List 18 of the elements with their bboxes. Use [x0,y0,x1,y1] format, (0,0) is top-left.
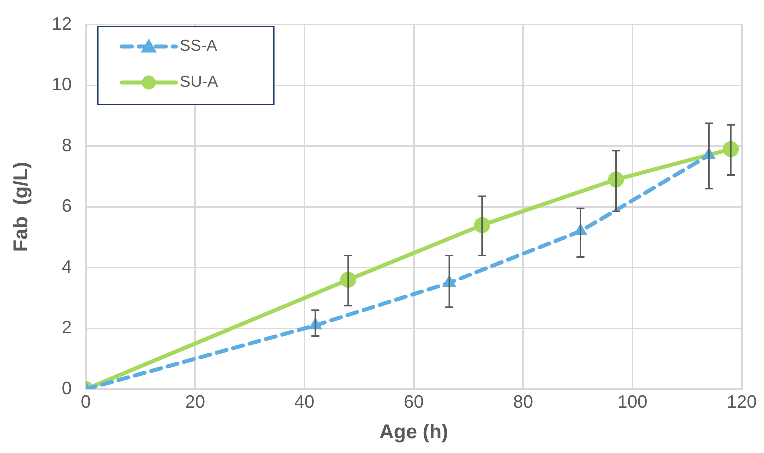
y-tick-label: 8 [62,135,72,156]
x-tick-label: 20 [185,392,206,412]
x-tick-label: 60 [404,392,424,412]
y-tick-label: 12 [52,14,72,34]
y-tick-label: 2 [62,318,72,338]
y-axis-title: Fab (g/L) [10,162,33,252]
x-axis-title: Age (h) [380,422,448,444]
y-tick-label: 4 [62,256,72,277]
x-tick-label: 80 [513,392,534,412]
legend-label: SS-A [180,38,218,56]
y-tick-label: 0 [62,378,72,398]
x-tick-label: 120 [726,392,758,412]
x-tick-label: 40 [294,392,315,412]
y-tick-label: 6 [62,196,72,216]
legend-label: SU-A [180,74,219,92]
y-tick-label: 10 [52,74,72,95]
x-tick-label: 100 [618,392,648,412]
x-tick-label: 0 [81,392,92,412]
